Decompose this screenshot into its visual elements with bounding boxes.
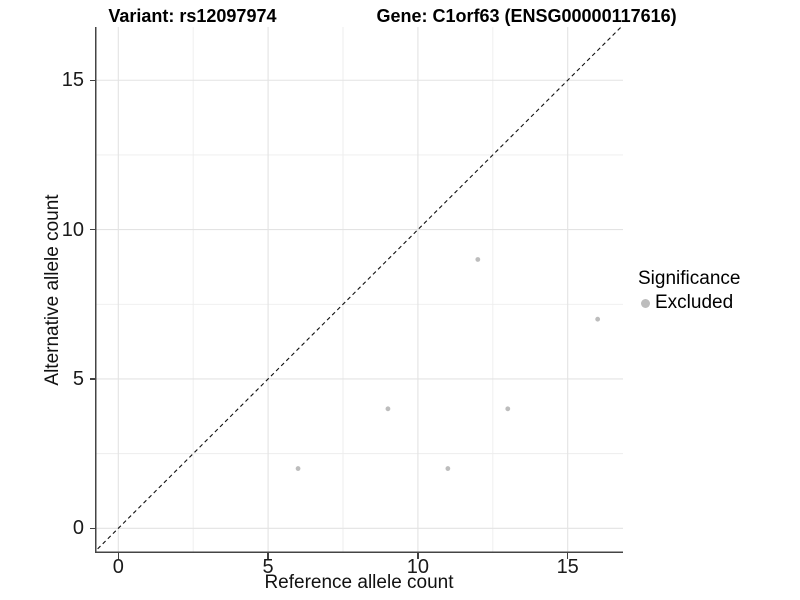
y-tick-label: 10	[61, 218, 84, 241]
legend-item-excluded: Excluded	[638, 292, 740, 314]
data-point	[475, 257, 481, 262]
plot-title-variant: Variant: rs12097974	[108, 6, 277, 26]
y-tick-mark	[89, 228, 95, 231]
excluded-point-icon	[641, 298, 650, 308]
y-tick-label: 0	[72, 517, 84, 540]
plot-panel	[95, 27, 623, 553]
data-point	[595, 316, 601, 322]
data-point	[505, 406, 511, 412]
data-point	[385, 406, 391, 412]
y-tick-label: 15	[61, 69, 84, 92]
legend-item-label: Excluded	[655, 292, 734, 313]
x-tick-label: 15	[556, 556, 579, 578]
x-tick-mark	[417, 553, 419, 559]
data-point	[295, 466, 301, 471]
x-axis-title: Reference allele count	[264, 572, 454, 593]
plot-title: Variant: rs12097974 Gene: C1orf63 (ENSG0…	[0, 6, 785, 26]
legend: Significance Excluded	[638, 268, 740, 314]
y-tick-mark	[89, 378, 95, 380]
x-tick-mark	[267, 553, 269, 559]
plot-canvas	[95, 27, 623, 553]
x-tick-mark	[117, 553, 120, 559]
y-tick-mark	[89, 79, 95, 81]
y-tick-mark	[89, 527, 95, 530]
data-point	[445, 466, 451, 471]
plot-title-gene: Gene: C1orf63 (ENSG00000117616)	[376, 6, 677, 26]
identity-dashed-line	[95, 27, 622, 553]
x-tick-mark	[566, 553, 569, 559]
x-tick-label: 0	[112, 556, 124, 578]
y-tick-label: 5	[72, 367, 84, 390]
x-tick-label: 10	[406, 556, 430, 578]
legend-title: Significance	[638, 268, 741, 289]
x-tick-label: 5	[262, 556, 274, 578]
y-axis-title: Alternative allele count	[42, 194, 63, 386]
